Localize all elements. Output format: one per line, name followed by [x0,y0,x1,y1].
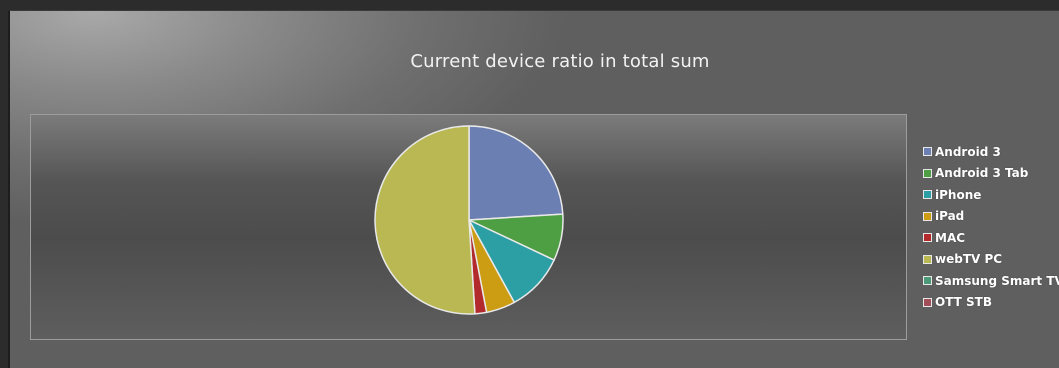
legend-label: OTT STB [935,295,992,310]
legend-swatch [923,276,932,286]
legend-item-iphone[interactable]: iPhone [923,184,1059,206]
legend-swatch [923,211,932,221]
legend-label: iPad [935,209,965,224]
pie-slice-webtv-pc[interactable] [374,125,476,315]
legend-label: Android 3 Tab [935,166,1029,181]
pie-chart [374,125,564,315]
legend-swatch [923,147,932,157]
legend-label: webTV PC [935,252,1003,267]
legend-label: iPhone [935,187,982,202]
legend-swatch [923,233,932,243]
legend-swatch [923,168,932,178]
legend-swatch [923,190,932,200]
pie-slice-android-3[interactable] [468,125,564,221]
legend-label: MAC [935,230,966,245]
legend-item-samsung-smart-tv[interactable]: Samsung Smart TV [923,270,1059,292]
legend-item-ott-stb[interactable]: OTT STB [923,292,1059,314]
legend-item-android-3-tab[interactable]: Android 3 Tab [923,163,1059,185]
legend-item-mac[interactable]: MAC [923,227,1059,249]
legend-item-ipad[interactable]: iPad [923,206,1059,228]
legend-item-webtv-pc[interactable]: webTV PC [923,249,1059,271]
chart-title: Current device ratio in total sum [410,51,710,72]
legend-label: Android 3 [935,144,1001,159]
plot-area [30,114,907,340]
legend-swatch [923,297,932,307]
legend-label: Samsung Smart TV [935,273,1059,288]
legend: Android 3 Android 3 Tab iPhone iPad MAC webTV… [923,141,1059,313]
chart-panel: Current device ratio in total sum Androi… [8,10,1059,368]
legend-swatch [923,254,932,264]
legend-item-android-3[interactable]: Android 3 [923,141,1059,163]
